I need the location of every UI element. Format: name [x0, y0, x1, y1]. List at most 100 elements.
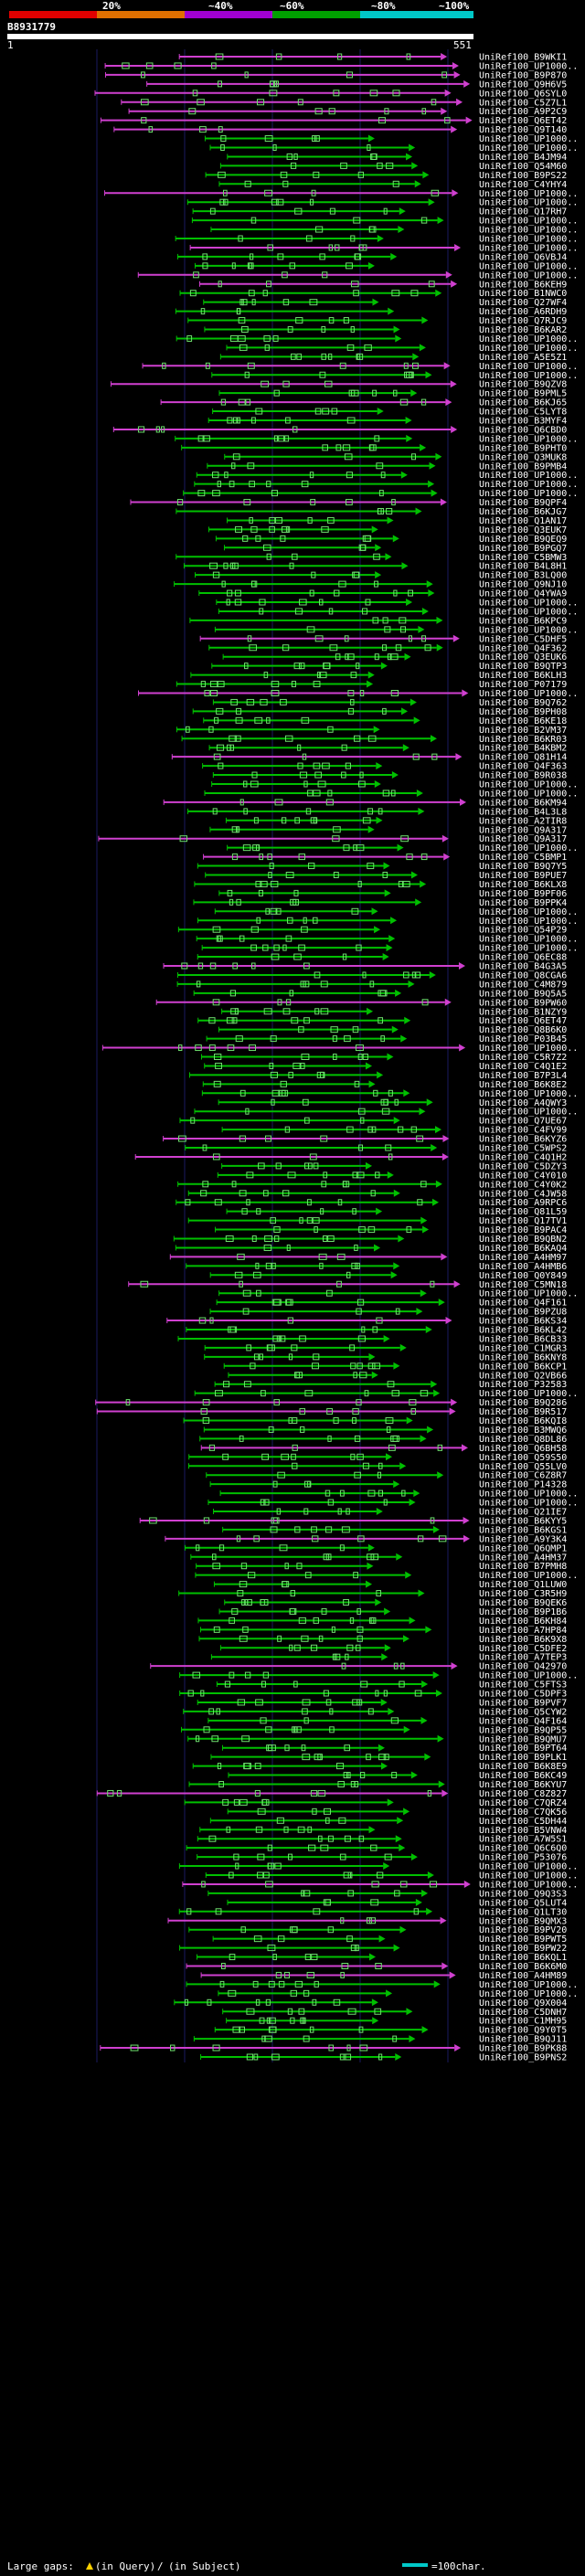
- hit-label[interactable]: UniRef100_C4Y010: [479, 1171, 567, 1181]
- hit-row[interactable]: UniRef100_A4HMB6: [186, 1262, 568, 1272]
- hit-row[interactable]: UniRef100_P14328: [209, 1480, 567, 1490]
- hit-row[interactable]: UniRef100_B3LQ00: [195, 571, 568, 581]
- hit-row[interactable]: UniRef100_Q9Q3S3: [207, 1889, 567, 1899]
- hit-row[interactable]: UniRef100_B9R038: [212, 771, 567, 781]
- hit-label[interactable]: UniRef100_C5LYT8: [479, 408, 567, 418]
- hit-label[interactable]: UniRef100_UP1000..: [479, 935, 578, 945]
- hit-label[interactable]: UniRef100_B2VM37: [479, 726, 567, 736]
- hit-label[interactable]: UniRef100_Q54M60: [479, 162, 567, 172]
- hit-label[interactable]: UniRef100_B9PV20: [479, 1925, 567, 1935]
- hit-label[interactable]: UniRef100_A9P2C9: [479, 107, 567, 117]
- hit-row[interactable]: UniRef100_UP1000..: [137, 270, 578, 281]
- hit-label[interactable]: UniRef100_A4HM37: [479, 1553, 567, 1563]
- hit-row[interactable]: UniRef100_Q17TV1: [187, 1216, 567, 1226]
- hit-row[interactable]: UniRef100_Q9NJ10: [174, 580, 568, 590]
- hit-label[interactable]: UniRef100_Q6BH58: [479, 1444, 567, 1454]
- hit-label[interactable]: UniRef100_Q9X004: [479, 1998, 567, 2009]
- hit-label[interactable]: UniRef100_C4FV99: [479, 1126, 567, 1136]
- hit-label[interactable]: UniRef100_UP1000..: [479, 344, 578, 354]
- hit-row[interactable]: UniRef100_B9PS22: [205, 171, 567, 181]
- hit-row[interactable]: UniRef100_B9PWT5: [212, 1935, 567, 1945]
- hit-row[interactable]: UniRef100_Q9H6V5: [146, 80, 568, 90]
- hit-label[interactable]: UniRef100_B6KLH3: [479, 671, 567, 681]
- hit-row[interactable]: UniRef100_B5VNW4: [199, 1826, 568, 1836]
- hit-label[interactable]: UniRef100_C5BMW3: [479, 553, 567, 563]
- hit-label[interactable]: UniRef100_UP1000..: [479, 480, 578, 490]
- hit-label[interactable]: UniRef100_UP1000..: [479, 1989, 578, 1999]
- hit-label[interactable]: UniRef100_UP1000..: [479, 1571, 578, 1581]
- hit-row[interactable]: UniRef100_C6Z8R7: [206, 1471, 568, 1481]
- hit-row[interactable]: UniRef100_B6KAQ4: [175, 1244, 567, 1254]
- hit-label[interactable]: UniRef100_B9QPF4: [479, 498, 567, 508]
- hit-row[interactable]: UniRef100_UP1000..: [194, 1389, 578, 1399]
- hit-row[interactable]: UniRef100_Q6EC88: [197, 953, 567, 963]
- hit-row[interactable]: UniRef100_A4QWY3: [218, 1098, 567, 1108]
- hit-label[interactable]: UniRef100_B3MWQ6: [479, 1426, 567, 1436]
- hit-label[interactable]: UniRef100_A6RDH9: [479, 307, 567, 317]
- hit-row[interactable]: UniRef100_C4Y0K2: [177, 1180, 568, 1190]
- hit-label[interactable]: UniRef100_Q17RH7: [479, 207, 567, 217]
- hit-row[interactable]: UniRef100_B6KLH3: [190, 671, 567, 681]
- hit-row[interactable]: UniRef100_C5FTS3: [216, 1680, 567, 1691]
- hit-row[interactable]: UniRef100_UP1000..: [197, 917, 578, 927]
- hit-label[interactable]: UniRef100_Q6ET47: [479, 1016, 567, 1026]
- hit-label[interactable]: UniRef100_B6CB33: [479, 1334, 567, 1344]
- hit-label[interactable]: UniRef100_UP1000..: [479, 489, 578, 499]
- hit-row[interactable]: UniRef100_Q4YWA9: [198, 589, 568, 599]
- hit-label[interactable]: UniRef100_B6KR03: [479, 735, 567, 745]
- hit-label[interactable]: UniRef100_B9PGQ7: [479, 544, 567, 554]
- hit-row[interactable]: UniRef100_B9Q762: [212, 698, 567, 708]
- hit-row[interactable]: UniRef100_B6KM94: [163, 798, 567, 808]
- hit-row[interactable]: UniRef100_P03B45: [206, 1034, 567, 1044]
- hit-label[interactable]: UniRef100_UP1000..: [479, 143, 578, 154]
- hit-row[interactable]: UniRef100_Q6CBD0: [112, 425, 567, 435]
- hit-row[interactable]: UniRef100_C5BMP1: [203, 853, 568, 863]
- hit-row[interactable]: UniRef100_UP1000..: [216, 599, 579, 609]
- hit-label[interactable]: UniRef100_B9QZV8: [479, 380, 567, 390]
- hit-label[interactable]: UniRef100_Q4F362: [479, 643, 567, 653]
- hit-label[interactable]: UniRef100_B6KH84: [479, 1617, 567, 1627]
- hit-row[interactable]: UniRef100_C5DH44: [209, 1817, 567, 1827]
- hit-row[interactable]: UniRef100_UP1000..: [182, 1880, 578, 1890]
- hit-row[interactable]: UniRef100_UP1000..: [214, 625, 578, 635]
- hit-label[interactable]: UniRef100_P03B45: [479, 1034, 567, 1044]
- hit-row[interactable]: UniRef100_C5Z7L1: [121, 98, 568, 108]
- hit-label[interactable]: UniRef100_A2TIR8: [479, 816, 567, 826]
- hit-label[interactable]: UniRef100_B9QEK6: [479, 1598, 567, 1608]
- hit-label[interactable]: UniRef100_B6KJG7: [479, 507, 567, 517]
- hit-row[interactable]: UniRef100_B9PW22: [179, 1944, 568, 1954]
- hit-label[interactable]: UniRef100_Q5LUT4: [479, 1898, 567, 1908]
- hit-row[interactable]: UniRef100_UP1000..: [218, 607, 578, 617]
- hit-label[interactable]: UniRef100_Q55LV0: [479, 1462, 567, 1472]
- hit-label[interactable]: UniRef100_UP1000..: [479, 843, 578, 853]
- hit-row[interactable]: UniRef100_C5LYT8: [212, 408, 568, 418]
- hit-row[interactable]: UniRef100_C5DFE2: [219, 1644, 567, 1654]
- hit-label[interactable]: UniRef100_B6K6M0: [479, 1962, 567, 1972]
- hit-label[interactable]: UniRef100_UP1000..: [479, 270, 578, 281]
- hit-row[interactable]: UniRef100_UP1000..: [194, 480, 579, 490]
- hit-row[interactable]: UniRef100_UP1000..: [226, 344, 578, 354]
- hit-label[interactable]: UniRef100_UP1000..: [479, 917, 578, 927]
- hit-label[interactable]: UniRef100_UP1000..: [479, 1044, 578, 1054]
- hit-row[interactable]: UniRef100_B4L8H1: [183, 562, 567, 572]
- hit-label[interactable]: UniRef100_B9QP55: [479, 1725, 567, 1735]
- hit-label[interactable]: UniRef100_B6KS34: [479, 1317, 567, 1327]
- hit-label[interactable]: UniRef100_B6KM94: [479, 798, 567, 808]
- hit-label[interactable]: UniRef100_C5DHF5: [479, 634, 567, 644]
- hit-label[interactable]: UniRef100_UP1000..: [479, 235, 578, 245]
- hit-row[interactable]: UniRef100_B4JM94: [227, 153, 568, 163]
- hit-row[interactable]: UniRef100_B6KS34: [166, 1317, 568, 1327]
- hit-row[interactable]: UniRef100_A7HP84: [199, 1626, 567, 1636]
- hit-label[interactable]: UniRef100_UP1000..: [479, 1880, 578, 1890]
- hit-label[interactable]: UniRef100_Q54P29: [479, 926, 567, 936]
- hit-row[interactable]: UniRef100_UP1000..: [201, 1089, 578, 1099]
- hit-row[interactable]: UniRef100_B9PF06: [218, 889, 568, 899]
- hit-label[interactable]: UniRef100_B9PWT5: [479, 1935, 567, 1945]
- hit-label[interactable]: UniRef100_B9PHT0: [479, 443, 567, 453]
- hit-row[interactable]: UniRef100_B9P870: [104, 70, 567, 80]
- hit-label[interactable]: UniRef100_B6KYU7: [479, 1780, 567, 1790]
- hit-row[interactable]: UniRef100_B9PLK1: [210, 1753, 567, 1763]
- hit-label[interactable]: UniRef100_Q21IE7: [479, 1508, 567, 1518]
- hit-label[interactable]: UniRef100_B6KGS1: [479, 1525, 567, 1535]
- hit-row[interactable]: UniRef100_Q54P29: [177, 926, 567, 936]
